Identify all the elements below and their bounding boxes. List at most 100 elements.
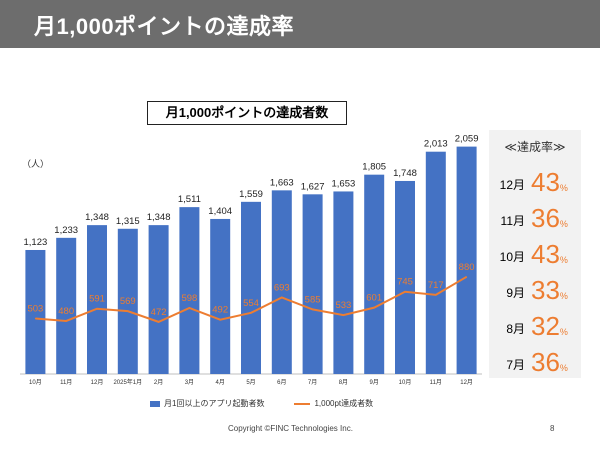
rate-month: 8月 (506, 322, 525, 336)
bar (333, 191, 354, 374)
line-point (250, 312, 252, 314)
chart-title: 月1,000ポイントの達成者数 (147, 101, 347, 125)
line-value-label: 693 (274, 282, 290, 293)
bar-value-label: 1,315 (116, 216, 140, 227)
line-value-label: 591 (89, 294, 105, 305)
legend-bar-swatch (150, 400, 160, 407)
bar-value-label: 1,348 (147, 212, 171, 223)
achievement-rate-panel: ≪達成率≫ 12月 43% 11月 36% 10月 43% 9月 33% 8月 … (489, 130, 581, 378)
line-point (342, 314, 344, 316)
line-point (96, 308, 98, 310)
line-value-label: 598 (181, 293, 197, 304)
rate-month: 7月 (506, 358, 525, 372)
line-point (188, 307, 190, 309)
bar-value-label: 2,059 (455, 134, 479, 145)
rate-value: 43% (531, 167, 568, 197)
x-tick-label: 6月 (277, 379, 286, 386)
rate-value: 33% (531, 275, 568, 305)
rate-row: 9月 33% (495, 272, 581, 306)
rate-month: 11月 (500, 214, 525, 228)
page-number: 8 (550, 424, 555, 433)
x-tick-label: 10月 (29, 379, 42, 386)
line-point (219, 319, 221, 321)
x-tick-label: 8月 (339, 379, 348, 386)
bar-value-label: 1,559 (239, 189, 263, 200)
rate-month: 9月 (506, 286, 525, 300)
rate-row: 12月 43% (495, 164, 581, 198)
line-point (281, 296, 283, 298)
x-tick-label: 12月 (91, 379, 104, 386)
line-value-label: 745 (397, 277, 413, 288)
line-value-label: 717 (428, 280, 444, 291)
rate-value: 36% (531, 347, 568, 377)
line-point (435, 294, 437, 296)
bar-value-label: 1,663 (270, 177, 294, 188)
line-point (127, 310, 129, 312)
rate-row: 7月 36% (495, 344, 581, 378)
bar (271, 190, 292, 374)
line-value-label: 569 (120, 296, 136, 307)
line-point (312, 308, 314, 310)
bar-value-label: 1,404 (208, 206, 232, 217)
line-value-label: 503 (27, 303, 43, 314)
bar (425, 151, 446, 374)
rate-row: 8月 32% (495, 308, 581, 342)
x-tick-label: 11月 (60, 379, 72, 386)
bar (148, 225, 169, 374)
rate-value: 32% (531, 311, 568, 341)
y-axis-unit: （人） (22, 159, 50, 169)
x-tick-label: 11月 (430, 379, 442, 386)
header-bar: 月1,000ポイントの達成率 (0, 0, 600, 48)
line-point (466, 276, 468, 278)
x-tick-label: 3月 (185, 379, 194, 386)
bar-value-label: 1,805 (362, 162, 386, 173)
bar (25, 249, 46, 374)
line-value-label: 880 (459, 262, 475, 273)
rate-month: 10月 (499, 250, 525, 264)
bar (364, 174, 385, 374)
line-point (65, 320, 67, 322)
x-tick-label: 10月 (399, 379, 412, 386)
bar (56, 237, 77, 374)
bar (117, 228, 138, 374)
x-tick-label: 2025年1月 (113, 378, 142, 386)
bar (456, 146, 477, 374)
page-title: 月1,000ポイントの達成率 (34, 14, 295, 39)
bar-value-label: 2,013 (424, 139, 448, 150)
line-point (373, 307, 375, 309)
bar-value-label: 1,123 (24, 237, 48, 248)
bar-value-label: 1,748 (393, 168, 417, 179)
bar (302, 194, 323, 374)
line-value-label: 492 (212, 305, 228, 316)
bar-value-label: 1,511 (178, 194, 201, 205)
bar-value-label: 1,653 (332, 178, 356, 189)
bar-value-label: 1,348 (85, 212, 109, 223)
x-tick-label: 2月 (154, 379, 163, 386)
bar-value-label: 1,627 (301, 181, 325, 192)
line-value-label: 585 (305, 294, 321, 305)
bar-value-label: 1,233 (54, 225, 78, 236)
rate-month: 12月 (499, 178, 525, 192)
line-value-label: 480 (58, 306, 74, 317)
bar (179, 207, 200, 374)
legend-bar-label: 月1回以上のアプリ起動者数 (164, 399, 265, 408)
line-value-label: 533 (335, 300, 351, 311)
rate-row: 11月 36% (495, 200, 581, 234)
bar (210, 218, 231, 374)
line-value-label: 472 (151, 307, 167, 318)
copyright-footer: Copyright ©FINC Technologies Inc. (228, 424, 353, 433)
bar (241, 201, 261, 374)
x-tick-label: 4月 (216, 379, 225, 386)
line-value-label: 554 (243, 298, 259, 309)
x-tick-label: 5月 (246, 379, 255, 386)
line-point (404, 291, 406, 293)
rate-row: 10月 43% (495, 236, 581, 270)
rate-panel-title: ≪達成率≫ (504, 140, 566, 154)
bar (395, 180, 415, 374)
line-point (158, 321, 160, 323)
legend-line-swatch (294, 402, 311, 405)
chart-legend: 月1回以上のアプリ起動者数 1,000pt達成者数 (150, 398, 373, 409)
x-tick-label: 9月 (370, 379, 379, 386)
legend-line-label: 1,000pt達成者数 (314, 399, 374, 408)
